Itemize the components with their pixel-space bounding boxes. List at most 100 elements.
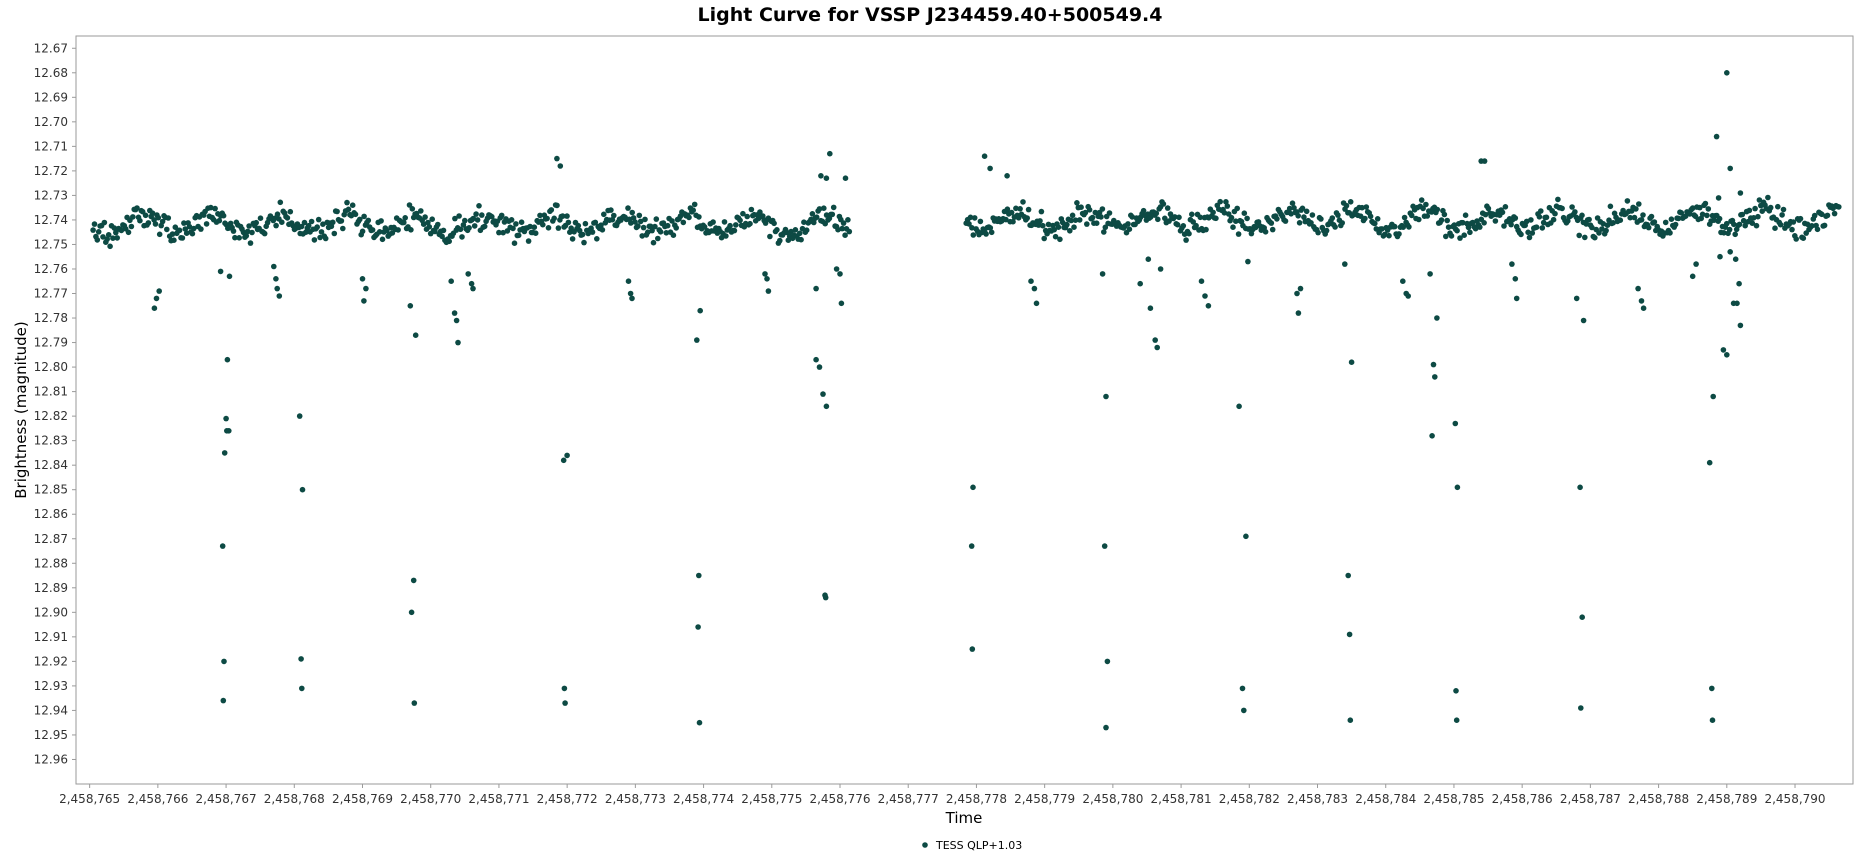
x-axis-label: Time [945, 809, 983, 827]
data-point [1347, 199, 1354, 205]
data-point [1367, 213, 1374, 220]
data-point [510, 225, 516, 232]
data-point [220, 697, 227, 704]
data-point [227, 220, 234, 227]
data-point [987, 165, 993, 172]
data-point [446, 238, 453, 245]
data-point [1051, 226, 1057, 233]
data-point [1814, 226, 1821, 233]
data-point [1753, 222, 1760, 229]
data-point [151, 305, 158, 312]
data-point [299, 685, 305, 692]
data-point [1223, 199, 1229, 205]
data-point [1600, 221, 1607, 227]
data-point [1332, 224, 1338, 230]
data-point [110, 235, 116, 241]
data-point [527, 223, 533, 230]
data-point [1262, 229, 1269, 235]
data-point [811, 219, 817, 226]
data-point [1604, 222, 1611, 228]
data-point [1230, 224, 1236, 230]
data-point [1742, 222, 1748, 229]
data-point [1472, 225, 1479, 232]
data-point [1067, 228, 1073, 234]
data-point [1308, 220, 1314, 226]
data-point [1189, 211, 1195, 218]
data-point [1716, 215, 1723, 222]
data-point [1603, 227, 1609, 234]
data-point [765, 288, 772, 294]
data-point [1155, 216, 1161, 223]
data-point [359, 228, 366, 235]
y-tick-label: 12.95 [34, 728, 68, 742]
data-point [1416, 216, 1422, 223]
plot-area [75, 35, 1854, 785]
data-point [226, 428, 232, 434]
data-point [628, 220, 634, 226]
y-axis-label: Brightness (magnitude) [12, 321, 30, 499]
data-point [1017, 206, 1023, 212]
data-point [598, 222, 604, 228]
data-point [1444, 217, 1450, 224]
x-tick-label: 2,458,787 [1560, 792, 1621, 806]
data-point [1793, 236, 1799, 242]
data-point [100, 234, 106, 240]
data-point [271, 215, 278, 222]
data-point [422, 214, 428, 220]
data-point [401, 219, 407, 226]
data-point [1481, 158, 1488, 164]
data-point [627, 290, 634, 297]
data-point [777, 237, 783, 244]
data-point [1749, 220, 1756, 226]
data-point [308, 218, 315, 225]
data-point [540, 221, 546, 228]
y-tick-label: 12.90 [34, 605, 68, 619]
y-tick-label: 12.96 [34, 752, 68, 766]
data-point [1831, 210, 1838, 217]
data-point [137, 217, 143, 224]
y-tick-label: 12.80 [34, 360, 68, 374]
data-point [1543, 214, 1550, 221]
data-point [576, 227, 583, 234]
data-point [1580, 317, 1587, 324]
x-axis: 2,458,765 2,458,766 2,458,767 2,458,768 2,45… [59, 784, 1826, 806]
data-point [637, 218, 644, 225]
x-tick-label: 2,458,785 [1423, 792, 1484, 806]
y-tick-label: 12.78 [34, 311, 68, 325]
data-point [1529, 230, 1536, 236]
data-point [453, 317, 460, 324]
data-point [1160, 201, 1167, 207]
data-point [697, 307, 703, 314]
y-tick-label: 12.83 [34, 434, 68, 448]
data-point [608, 207, 614, 213]
data-point [274, 211, 281, 217]
data-point [244, 228, 251, 235]
data-point [257, 215, 264, 221]
data-point [508, 217, 515, 223]
data-point [694, 337, 700, 343]
data-point [301, 219, 308, 226]
data-point [1617, 217, 1624, 223]
data-point [1460, 219, 1466, 226]
data-point [1078, 204, 1084, 210]
data-point [691, 201, 698, 208]
data-point [460, 222, 467, 228]
legend-marker [922, 842, 928, 848]
data-point [439, 233, 445, 240]
data-point [155, 214, 162, 221]
data-point [1723, 220, 1730, 227]
data-point [395, 227, 401, 233]
data-point [673, 225, 679, 231]
data-point [1315, 229, 1321, 236]
data-point [1513, 295, 1520, 302]
data-point [1651, 219, 1658, 225]
data-point [500, 229, 506, 236]
data-point [1359, 204, 1365, 211]
data-point [1702, 200, 1709, 207]
data-point [465, 271, 472, 277]
data-point [1569, 204, 1575, 210]
data-point [680, 219, 687, 226]
data-point [1031, 285, 1038, 292]
data-point [686, 214, 692, 221]
data-point [532, 230, 539, 236]
